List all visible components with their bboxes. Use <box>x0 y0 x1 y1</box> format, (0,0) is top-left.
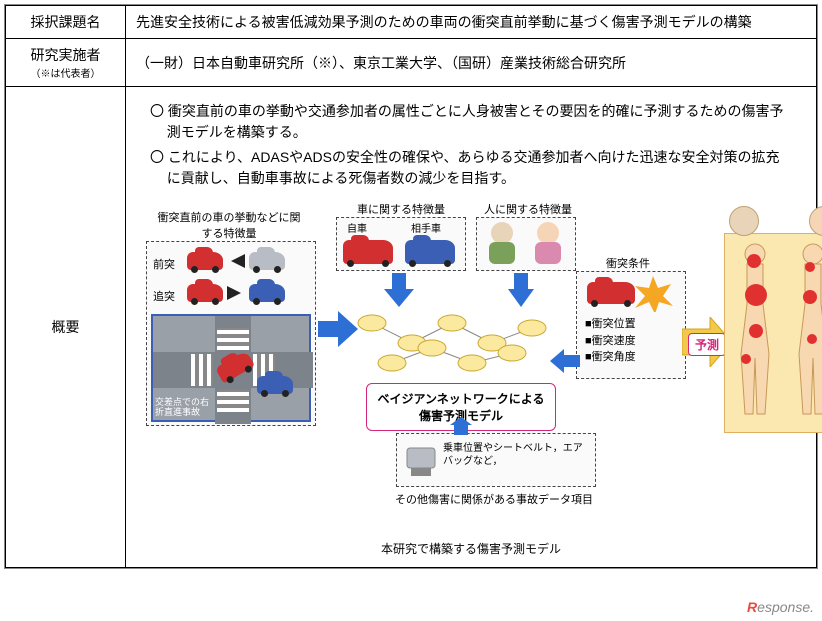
injury-marker <box>805 262 815 272</box>
cond-title: 衝突条件 <box>588 255 668 271</box>
org-label-sub: （※は代表者） <box>16 65 115 80</box>
seat-label: 乗車位置やシートベルト，エアバッグなど， <box>443 442 591 468</box>
seat-icon <box>403 444 439 480</box>
elderly-head-icon <box>729 206 759 236</box>
injury-marker <box>803 290 817 304</box>
impact-icon <box>633 276 673 312</box>
body-panel <box>724 233 822 433</box>
watermark: Response. <box>747 599 814 615</box>
arrow-icon <box>227 254 245 268</box>
person-icon <box>485 222 519 266</box>
rear-collision-label: 追突 <box>153 288 175 304</box>
injury-marker <box>807 334 817 344</box>
young-head-icon <box>809 206 822 236</box>
overview-cell: 衝突直前の車の挙動や交通参加者の属性ごとに人身被害とその要因を的確に予測するため… <box>126 87 817 568</box>
car-icon <box>187 252 223 270</box>
behavior-feature-label: 衝突直前の車の挙動などに関する特徴量 <box>154 209 304 241</box>
other-data-label: その他傷害に関係がある事故データ項目 <box>374 491 614 507</box>
other-car-label: 相手車 <box>411 220 441 235</box>
car-icon <box>257 376 293 394</box>
injury-marker <box>745 284 767 306</box>
diagram: 衝突直前の車の挙動などに関する特徴量 前突 追突 <box>136 201 806 561</box>
arrow-icon <box>384 273 414 307</box>
injury-marker <box>749 324 763 338</box>
watermark-r: R <box>747 599 757 615</box>
overview-label: 概要 <box>6 87 126 568</box>
intersection-scene: 交差点での右折直進事故 <box>151 314 311 422</box>
car-icon <box>343 240 393 264</box>
arrow-icon <box>508 273 534 307</box>
car-icon <box>187 284 223 302</box>
title-text: 先進安全技術による被害低減効果予測のための車両の衝突直前挙動に基づく傷害予測モデ… <box>126 6 817 39</box>
car-icon <box>249 252 285 270</box>
arrow-icon <box>227 286 245 300</box>
org-label: 研究実施者 （※は代表者） <box>6 39 126 87</box>
org-text: （一財）日本自動車研究所（※）、東京工業大学、（国研）産業技術総合研究所 <box>126 39 817 87</box>
car-box: 自車 相手車 <box>336 217 466 271</box>
network-icon <box>352 303 552 383</box>
arrow-icon <box>550 349 580 373</box>
self-car-label: 自車 <box>347 220 367 235</box>
org-label-main: 研究実施者 <box>31 47 101 63</box>
cond-item: ■衝突速度 <box>585 333 636 350</box>
cond-item: ■衝突角度 <box>585 349 636 366</box>
car-icon <box>249 284 285 302</box>
watermark-rest: esponse. <box>757 599 814 615</box>
car-icon <box>405 240 455 264</box>
behavior-box: 前突 追突 <box>146 241 316 426</box>
injury-marker <box>741 354 751 364</box>
model-line1: ベイジアンネットワークによる <box>375 390 547 407</box>
cond-box: ■衝突位置 ■衝突速度 ■衝突角度 <box>576 271 686 379</box>
front-collision-label: 前突 <box>153 256 175 272</box>
intersection-label: 交差点での右折直進事故 <box>155 398 209 418</box>
bullet-1: 衝突直前の車の挙動や交通参加者の属性ごとに人身被害とその要因を的確に予測するため… <box>150 101 792 143</box>
person-box <box>476 217 576 271</box>
cond-items: ■衝突位置 ■衝突速度 ■衝突角度 <box>585 316 636 366</box>
seat-box: 乗車位置やシートベルト，エアバッグなど， <box>396 433 596 487</box>
person-icon <box>531 222 565 266</box>
car-icon <box>587 282 635 304</box>
overview-bullets: 衝突直前の車の挙動や交通参加者の属性ごとに人身被害とその要因を的確に予測するため… <box>136 93 806 201</box>
cond-item: ■衝突位置 <box>585 316 636 333</box>
diagram-caption: 本研究で構築する傷害予測モデル <box>136 540 806 557</box>
predict-label: 予測 <box>688 333 726 356</box>
person-feature-label: 人に関する特徴量 <box>478 201 578 217</box>
car-feature-label: 車に関する特徴量 <box>346 201 456 217</box>
bullet-2: これにより、ADASやADSの安全性の確保や、あらゆる交通参加者へ向けた迅速な安… <box>150 147 792 189</box>
title-label: 採択課題名 <box>6 6 126 39</box>
injury-marker <box>747 254 761 268</box>
arrow-icon <box>450 417 472 435</box>
